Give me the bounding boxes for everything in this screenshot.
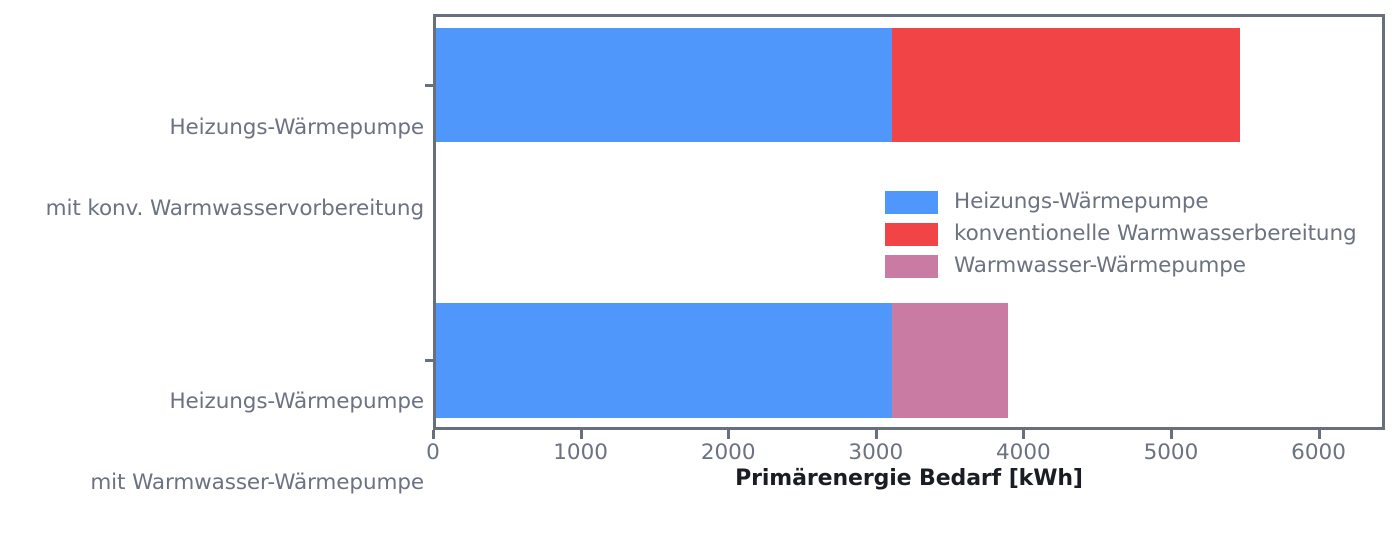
xtick-mark <box>727 430 731 439</box>
legend: Heizungs-Wärmepumpe konventionelle Warmwa… <box>885 190 1357 278</box>
stacked-bar-bottom <box>436 303 1008 418</box>
legend-label: Warmwasser-Wärmepumpe <box>954 253 1246 278</box>
ytick-label-bottom-line2: mit Warmwasser-Wärmepumpe <box>90 470 424 495</box>
xtick-mark <box>432 430 435 439</box>
xtick-label: 6000 <box>1291 440 1346 465</box>
ytick-label-top-line1: Heizungs-Wärmepumpe <box>169 115 424 140</box>
legend-item: konventionelle Warmwasserbereitung <box>885 222 1357 246</box>
ytick-label-heizungs-waermepumpe-wwwp: Heizungs-Wärmepumpe mit Warmwasser-Wärme… <box>0 334 424 550</box>
chart-figure: Heizungs-Wärmepumpe mit konv. Warmwasser… <box>0 14 1385 495</box>
legend-label: Heizungs-Wärmepumpe <box>954 189 1209 214</box>
ytick-mark-top <box>425 84 434 87</box>
bar-segment <box>892 28 1241 142</box>
xtick-label: 1000 <box>553 440 608 465</box>
xtick-mark <box>1317 430 1321 439</box>
xtick-mark <box>874 430 878 439</box>
legend-swatch <box>885 254 938 278</box>
xtick-mark <box>1022 430 1026 439</box>
xaxis-title: Primärenergie Bedarf [kWh] <box>735 466 1083 491</box>
legend-item: Warmwasser-Wärmepumpe <box>885 254 1357 278</box>
bar-segment <box>436 303 893 418</box>
xtick-label: 2000 <box>700 440 756 465</box>
bar-segment <box>436 28 893 142</box>
plot-area: Heizungs-Wärmepumpe konventionelle Warmwa… <box>433 14 1385 430</box>
ytick-mark-bottom <box>425 359 434 362</box>
legend-swatch <box>885 190 938 214</box>
legend-swatch <box>885 222 938 246</box>
stacked-bar-top <box>436 28 1241 142</box>
ytick-label-top-line2: mit konv. Warmwasservorbereitung <box>45 196 424 221</box>
legend-item: Heizungs-Wärmepumpe <box>885 190 1357 214</box>
xtick-label: 4000 <box>995 440 1051 465</box>
legend-label: konventionelle Warmwasserbereitung <box>954 221 1357 246</box>
xtick-label: 0 <box>426 440 440 465</box>
xtick-mark <box>1169 430 1173 439</box>
xtick-mark <box>579 430 583 439</box>
xtick-label: 3000 <box>848 440 904 465</box>
xtick-label: 5000 <box>1143 440 1199 465</box>
bar-segment <box>892 303 1008 418</box>
ytick-label-bottom-line1: Heizungs-Wärmepumpe <box>169 389 424 414</box>
ytick-label-heizungs-waermepumpe-konv: Heizungs-Wärmepumpe mit konv. Warmwasser… <box>0 60 424 276</box>
